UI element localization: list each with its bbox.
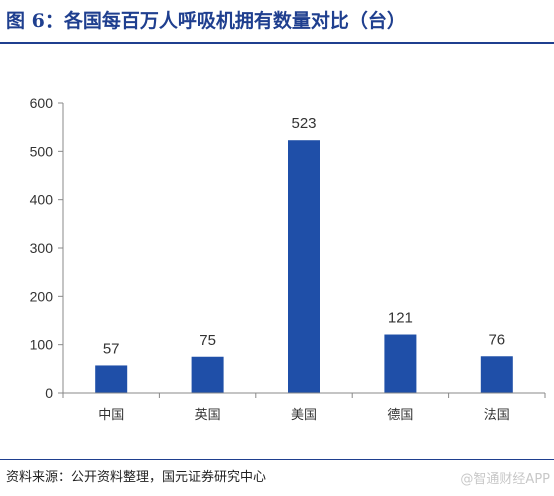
bar-3 (384, 334, 417, 393)
title-divider (0, 42, 554, 44)
data-labels: 57 75 523 121 76 (103, 115, 505, 357)
x-tick-label-1: 英国 (195, 408, 221, 423)
y-tick-label: 200 (30, 288, 54, 304)
bar-1 (191, 356, 224, 393)
bar-2 (288, 140, 320, 393)
x-axis: 中国 英国 美国 德国 法国 (62, 392, 546, 423)
y-tick-label: 400 (30, 192, 54, 208)
source-note: 资料来源：公开资料整理，国元证券研究中心 (6, 470, 267, 485)
data-label-0: 57 (103, 340, 120, 357)
y-tick-label: 0 (45, 385, 53, 401)
bars (95, 140, 513, 393)
y-tick-label: 300 (30, 240, 54, 256)
data-label-1: 75 (199, 332, 216, 349)
data-label-3: 121 (388, 310, 413, 327)
footer-divider (0, 459, 554, 460)
x-tick-label-0: 中国 (98, 408, 124, 423)
data-label-4: 76 (488, 331, 505, 348)
watermark: @智通财经APP (460, 472, 550, 487)
x-tick-label-4: 法国 (484, 408, 510, 423)
chart-title: 图 6：各国每百万人呼吸机拥有数量对比（台） (6, 10, 406, 32)
y-tick-label: 100 (30, 337, 54, 353)
y-tick-label: 500 (30, 143, 54, 159)
bar-chart: 0 100 200 300 400 500 600 57 75 523 121 76 中国 英国 美国 德… (30, 95, 546, 423)
x-tick-label-2: 美国 (291, 408, 317, 423)
bar-0 (95, 365, 128, 393)
y-tick-label: 600 (30, 95, 54, 111)
data-label-2: 523 (291, 115, 316, 132)
x-tick-label-3: 德国 (387, 408, 413, 423)
y-axis: 0 100 200 300 400 500 600 (30, 95, 64, 401)
bar-4 (480, 356, 513, 393)
